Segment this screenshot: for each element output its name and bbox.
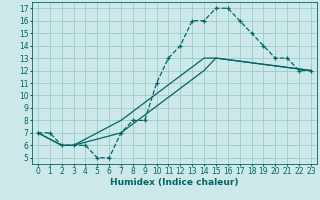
X-axis label: Humidex (Indice chaleur): Humidex (Indice chaleur) — [110, 178, 239, 187]
